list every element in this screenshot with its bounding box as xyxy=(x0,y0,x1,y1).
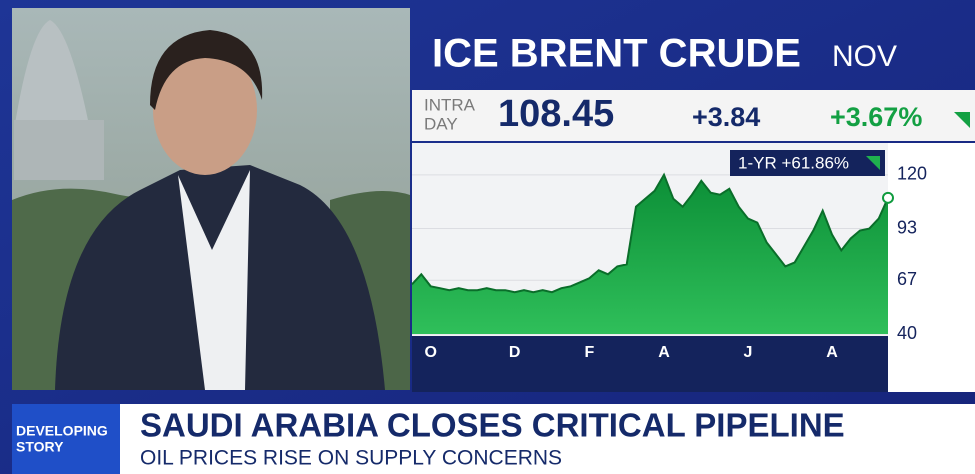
y-tick-label: 67 xyxy=(897,269,917,289)
video-feed xyxy=(12,8,410,390)
ticker-name: ICE BRENT CRUDE xyxy=(432,32,801,76)
change-percent: +3.67% xyxy=(830,102,922,132)
line xyxy=(411,172,889,294)
x-tick-label: D xyxy=(509,344,521,361)
story-tag-text: STORY xyxy=(16,439,64,455)
price: 108.45 xyxy=(498,93,614,135)
x-axis-band xyxy=(412,336,888,392)
intraday-label: DAY xyxy=(424,114,458,133)
badge xyxy=(730,150,885,176)
headline-panel xyxy=(120,404,975,474)
up-arrow xyxy=(954,112,970,128)
last-point xyxy=(882,191,894,204)
badge-text: 1-YR +61.86% xyxy=(738,153,849,172)
headline: SAUDI ARABIA CLOSES CRITICAL PIPELINE xyxy=(140,407,845,444)
change: +3.84 xyxy=(692,102,760,132)
quote-bar xyxy=(412,90,975,141)
story-tag xyxy=(12,404,120,474)
y-tick-label: 40 xyxy=(897,323,917,343)
up-arrow xyxy=(866,156,880,170)
x-tick-label: F xyxy=(584,344,594,361)
x-tick-label: A xyxy=(658,344,670,361)
x-tick-label: O xyxy=(424,344,436,361)
subheadline: OIL PRICES RISE ON SUPPLY CONCERNS xyxy=(140,447,562,470)
y-tick-label: 120 xyxy=(897,164,927,184)
chart: 40 67 93 120 O D F A J A xyxy=(411,164,927,361)
story-tag-text: DEVELOPING xyxy=(16,423,108,439)
ticker-contract: NOV xyxy=(832,40,897,73)
x-tick-label: J xyxy=(744,344,753,361)
y-tick-label: 93 xyxy=(897,217,917,237)
intraday-label: INTRA xyxy=(424,95,476,114)
x-tick-label: A xyxy=(826,344,838,361)
area xyxy=(412,174,888,334)
axis-panel xyxy=(888,143,975,392)
